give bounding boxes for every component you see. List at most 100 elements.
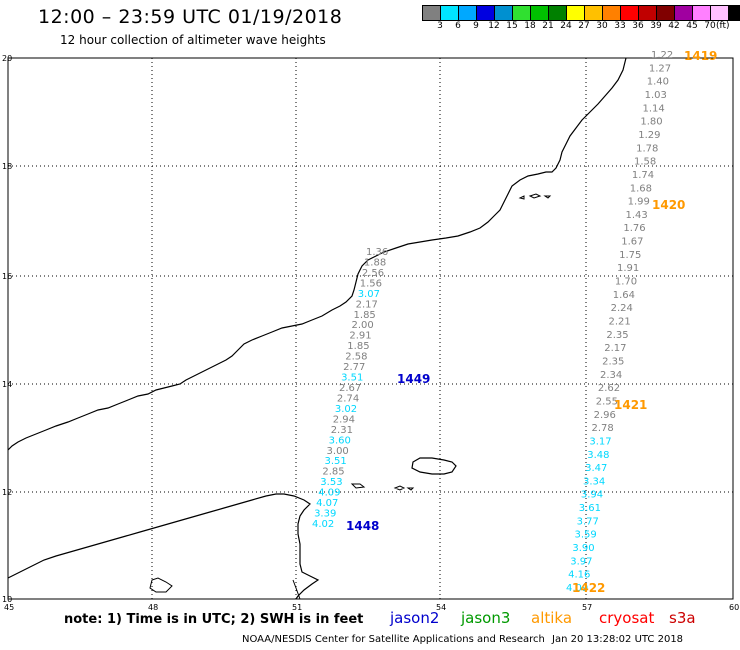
island-small xyxy=(350,483,415,491)
wave-height-value: 3.48 xyxy=(587,450,609,461)
wave-height-value: 1.91 xyxy=(617,263,639,274)
pass-label: 1419 xyxy=(684,49,717,63)
note-text: note: 1) Time is in UTC; 2) SWH is in fe… xyxy=(64,612,364,627)
wave-height-value: 1.80 xyxy=(640,117,662,128)
wave-height-value: 4.16 xyxy=(568,570,590,581)
wave-height-value: 1.56 xyxy=(360,278,382,289)
legend-label: 12 xyxy=(488,21,500,31)
footer-org: NOAA/NESDIS Center for Satellite Applica… xyxy=(242,634,545,645)
wave-height-value: 3.51 xyxy=(324,456,346,467)
wave-height-value: 2.85 xyxy=(322,467,344,478)
legend-swatch xyxy=(710,5,728,21)
pass-label: 1420 xyxy=(652,198,685,212)
legend-label: 9 xyxy=(473,21,479,31)
legend-label: 21 xyxy=(542,21,554,31)
legend-label: 36 xyxy=(632,21,644,31)
lon-tick-label: 57 xyxy=(582,603,592,612)
wave-height-value: 2.35 xyxy=(602,356,624,367)
satellite-altika: altika xyxy=(531,609,573,627)
wave-height-value: 3.60 xyxy=(329,435,351,446)
wave-height-value: 3.00 xyxy=(327,446,349,457)
wave-height-value: 2.00 xyxy=(351,320,373,331)
wave-height-value: 2.17 xyxy=(356,299,378,310)
wave-height-value: 1.75 xyxy=(619,250,641,261)
wave-height-value: 3.53 xyxy=(320,477,342,488)
coastal-islets xyxy=(149,577,173,593)
lon-tick-label: 45 xyxy=(4,603,14,612)
legend-swatch xyxy=(656,5,674,21)
island-socotra xyxy=(411,457,457,475)
wave-height-value: 1.36 xyxy=(366,247,388,258)
legend-label: 15 xyxy=(506,21,518,31)
map-frame xyxy=(7,57,734,600)
coastline-arabia xyxy=(7,57,627,451)
wave-height-value: 1.43 xyxy=(626,210,648,221)
graticule xyxy=(8,58,733,599)
legend-unit: (ft) xyxy=(716,21,730,31)
wave-height-value: 2.35 xyxy=(606,330,628,341)
wave-height-value: 2.17 xyxy=(604,343,626,354)
map-subtitle: 12 hour collection of altimeter wave hei… xyxy=(60,33,326,47)
lat-tick-label: 20 xyxy=(2,54,12,63)
legend-label: 45 xyxy=(686,21,698,31)
wave-height-value: 1.27 xyxy=(649,63,671,74)
legend-label: 6 xyxy=(455,21,461,31)
wave-height-value: 2.96 xyxy=(594,410,616,421)
wave-height-value: 2.78 xyxy=(592,423,614,434)
satellite-jason2: jason2 xyxy=(390,609,440,627)
legend-label: 24 xyxy=(560,21,572,31)
wave-height-value: 3.94 xyxy=(581,490,603,501)
legend-label: 70 xyxy=(704,21,716,31)
wave-height-value: 1.99 xyxy=(628,197,650,208)
pass-label: 1448 xyxy=(346,519,379,533)
wave-height-value: 2.77 xyxy=(343,362,365,373)
wave-height-value: 3.17 xyxy=(589,436,611,447)
lon-tick-label: 48 xyxy=(148,603,158,612)
wave-height-value: 2.91 xyxy=(349,331,371,342)
legend-label: 30 xyxy=(596,21,608,31)
wave-height-value: 4.02 xyxy=(312,519,334,530)
wave-height-value: 2.58 xyxy=(345,352,367,363)
wave-height-value: 4.07 xyxy=(316,498,338,509)
wave-height-value: 1.78 xyxy=(636,143,658,154)
color-scale-labels: 3 6 9 12 15 18 21 24 27 30 33 36 39 42 45 70 (ft) xyxy=(422,21,732,35)
wave-height-value: 3.59 xyxy=(575,530,597,541)
lon-tick-label: 51 xyxy=(292,603,302,612)
wave-height-value: 1.64 xyxy=(613,290,635,301)
wave-height-value: 2.94 xyxy=(333,414,355,425)
axis-ticks: 45 48 51 54 57 60 20 18 16 14 12 10 xyxy=(2,54,739,612)
pass-label: 1422 xyxy=(572,581,605,595)
wave-height-value: 1.76 xyxy=(623,223,645,234)
pass-label: 1421 xyxy=(614,398,647,412)
wave-height-value: 1.70 xyxy=(615,277,637,288)
wave-height-value: 3.39 xyxy=(314,509,336,520)
wave-height-value: 2.62 xyxy=(598,383,620,394)
lat-tick-label: 16 xyxy=(2,272,12,281)
lat-tick-label: 12 xyxy=(2,488,12,497)
wave-height-value: 1.88 xyxy=(364,257,386,268)
lat-tick-label: 18 xyxy=(2,162,12,171)
lon-tick-label: 60 xyxy=(729,603,739,612)
coastline-somalia-east xyxy=(292,579,301,600)
legend-swatch xyxy=(584,5,602,21)
wave-height-value: 2.67 xyxy=(339,383,361,394)
legend-label: 39 xyxy=(650,21,662,31)
legend-label: 3 xyxy=(437,21,443,31)
footer-time: Jan 20 13:28:02 UTC 2018 xyxy=(552,634,684,645)
lon-tick-label: 54 xyxy=(436,603,446,612)
legend-swatch xyxy=(674,5,692,21)
wave-height-value: 3.34 xyxy=(583,476,605,487)
wave-height-value: 1.40 xyxy=(647,77,669,88)
wave-height-value: 1.14 xyxy=(643,103,665,114)
wave-height-value: 1.85 xyxy=(347,341,369,352)
legend-swatch xyxy=(458,5,476,21)
wave-height-value: 2.31 xyxy=(331,425,353,436)
wave-height-value: 3.47 xyxy=(585,463,607,474)
wave-height-value: 1.67 xyxy=(621,237,643,248)
wave-height-value: 2.34 xyxy=(600,370,622,381)
legend-swatch xyxy=(512,5,530,21)
legend-swatch xyxy=(692,5,710,21)
legend-swatch xyxy=(620,5,638,21)
wave-height-value: 2.56 xyxy=(362,268,384,279)
